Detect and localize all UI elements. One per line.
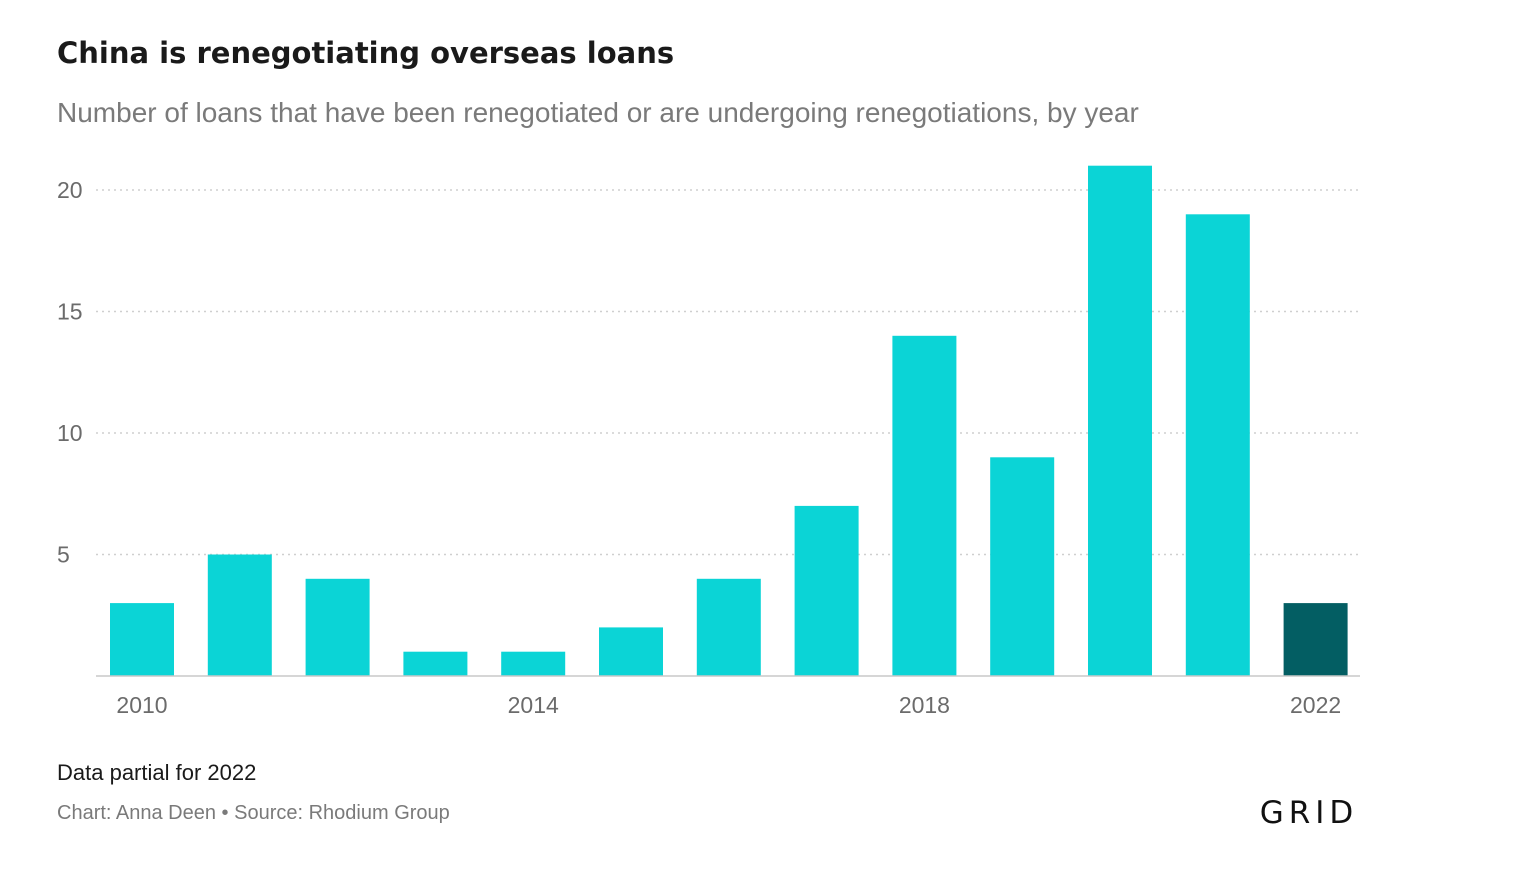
- chart-subtitle: Number of loans that have been renegotia…: [57, 97, 1139, 128]
- bar-2016: [696, 578, 761, 676]
- bar-2020: [1088, 165, 1152, 676]
- grid-logo: GRID: [1260, 795, 1359, 829]
- gridlines: [96, 189, 1360, 556]
- y-tick-label: 15: [57, 299, 83, 325]
- bar-2011: [207, 554, 272, 676]
- grid-logo-text: GRID: [1260, 795, 1359, 829]
- x-tick-label: 2018: [899, 692, 950, 718]
- y-tick-label: 20: [57, 177, 83, 203]
- bar-chart: 5 10 15 20 2010 2014 2018 2022: [57, 165, 1360, 718]
- y-tick-label: 10: [57, 420, 83, 446]
- data-note: Data partial for 2022: [57, 760, 257, 785]
- bar-2019: [990, 457, 1055, 676]
- bar-2022: [1283, 603, 1348, 676]
- bar-2021: [1185, 214, 1250, 677]
- bar-2013: [403, 651, 468, 676]
- bar-2014: [501, 651, 566, 676]
- bars: [110, 165, 1348, 677]
- chart-title: China is renegotiating overseas loans: [57, 36, 675, 70]
- bar-2015: [599, 627, 663, 676]
- bar-2017: [794, 505, 859, 676]
- bar-2018: [892, 335, 957, 676]
- chart-credits: Chart: Anna Deen • Source: Rhodium Group: [57, 802, 450, 824]
- y-tick-label: 5: [57, 542, 70, 568]
- x-tick-label: 2014: [508, 692, 559, 718]
- axes: 5 10 15 20 2010 2014 2018 2022: [57, 177, 1360, 718]
- x-tick-label: 2022: [1290, 692, 1341, 718]
- x-tick-label: 2010: [116, 692, 167, 718]
- bar-2012: [305, 578, 370, 676]
- bar-2010: [110, 603, 174, 676]
